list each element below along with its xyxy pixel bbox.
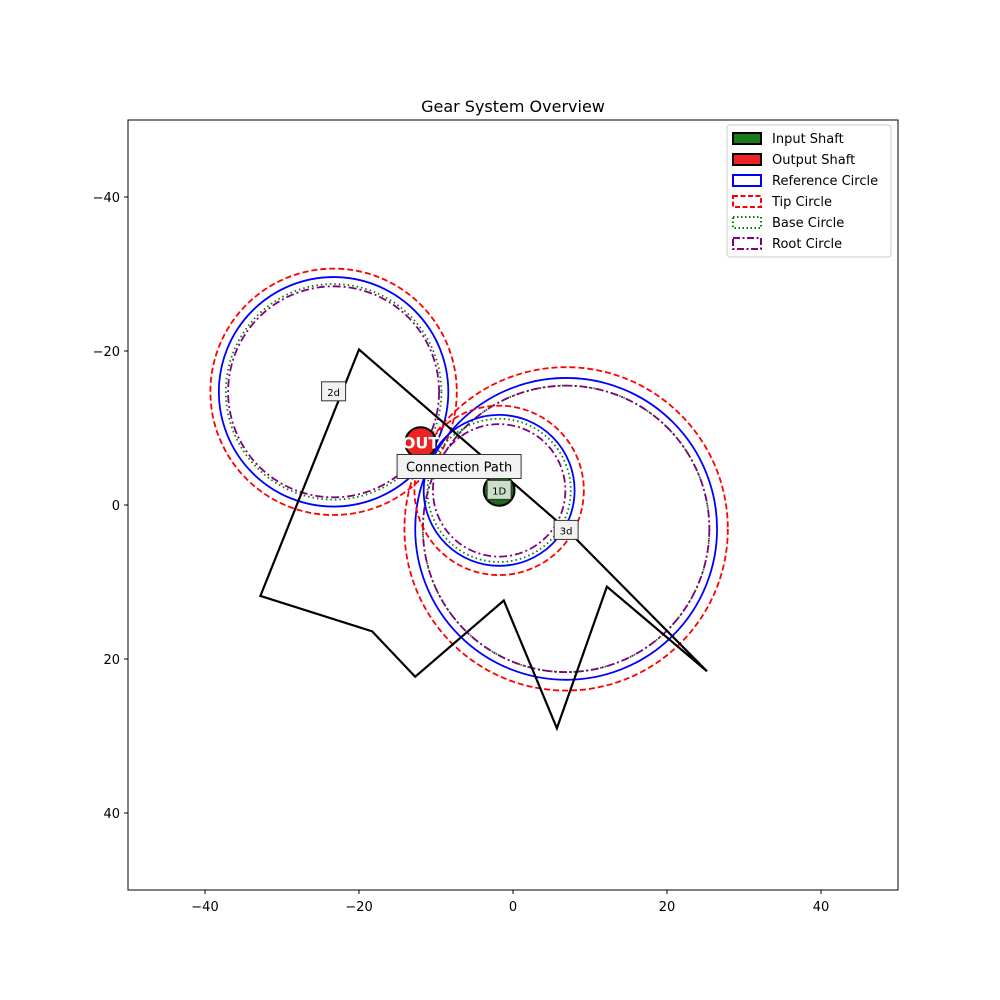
legend-swatch-5 — [732, 216, 762, 229]
legend-label-3: Reference Circle — [772, 174, 878, 189]
y-tick-label: −20 — [93, 345, 120, 360]
x-tick-label: 40 — [813, 900, 830, 915]
legend-swatch-4 — [732, 195, 762, 208]
legend-swatch-1 — [732, 132, 762, 145]
legend-box — [726, 124, 892, 258]
y-tick-label: 40 — [103, 807, 120, 822]
connection-path-line — [258, 347, 708, 732]
y-tick-label: −40 — [93, 191, 120, 206]
x-tick-label: 0 — [509, 900, 517, 915]
gear-label-box-1 — [321, 381, 347, 402]
legend-label-2: Output Shaft — [772, 153, 855, 168]
legend-label-4: Tip Circle — [771, 195, 832, 210]
legend-swatch-2 — [732, 153, 762, 166]
gear-label-2: 3d — [560, 526, 573, 537]
gear-1-reference-circle — [217, 276, 450, 508]
legend-label-5: Base Circle — [772, 216, 844, 231]
gear-label-3: 1D — [492, 486, 506, 497]
connection-path-label-box — [396, 454, 522, 479]
connection-path-label: Connection Path — [406, 461, 512, 476]
y-axis: −40 −20 0 20 40 — [93, 191, 128, 822]
gear-1-root-circle — [227, 285, 440, 499]
chart-title: Gear System Overview — [421, 97, 605, 116]
gear-2-tip-circle — [403, 366, 729, 692]
gear-3-tip-circle — [413, 404, 585, 576]
y-tick-label: 0 — [112, 499, 120, 514]
gear-label-box-3 — [486, 479, 512, 500]
x-tick-label: −20 — [345, 900, 372, 915]
legend-label-1: Input Shaft — [772, 132, 844, 147]
x-tick-label: −40 — [191, 900, 218, 915]
gear-3-root-circle — [432, 423, 567, 558]
gear-2-reference-circle — [414, 377, 718, 681]
x-axis: −40 −20 0 20 40 — [191, 890, 829, 915]
output-shaft-label: OUT — [402, 434, 440, 453]
x-tick-label: 20 — [659, 900, 676, 915]
gear-label-box-2 — [553, 519, 579, 540]
legend: Input Shaft Output Shaft Reference Circle T… — [726, 124, 892, 258]
legend-swatch-6 — [732, 237, 762, 250]
legend-label-6: Root Circle — [772, 237, 842, 252]
gear-1-tip-circle — [209, 267, 458, 516]
gear-1-base-circle — [224, 283, 443, 501]
gear-3-base-circle — [426, 417, 572, 563]
y-tick-label: 20 — [103, 653, 120, 668]
gears-layer — [209, 267, 729, 692]
gear-3-reference-circle — [422, 414, 576, 567]
connection-path-layer — [258, 347, 708, 732]
legend-swatch-3 — [732, 174, 762, 187]
labels-layer: 2d 3d 1D Connection Path — [321, 381, 579, 540]
gear-label-1: 2d — [327, 388, 340, 399]
